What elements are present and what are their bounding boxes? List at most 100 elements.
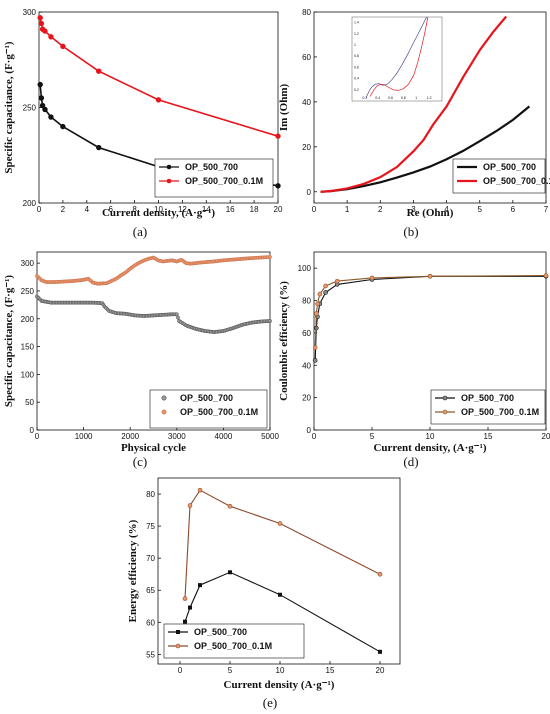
series-1 xyxy=(183,570,382,654)
data-point xyxy=(314,311,319,316)
data-point xyxy=(38,95,45,101)
inset-x-tick-label: 0.6 xyxy=(388,96,393,100)
series-line xyxy=(39,17,279,137)
y-tick-label: 65 xyxy=(146,586,155,595)
series-1 xyxy=(312,273,549,363)
data-point xyxy=(378,649,382,654)
x-axis-label: Current density (A·g⁻¹) xyxy=(224,679,335,691)
x-tick-label: 5 xyxy=(370,432,375,441)
data-point xyxy=(37,15,43,21)
inset-y-tick-label: 1 xyxy=(354,43,356,47)
x-tick-label: 6 xyxy=(511,205,516,214)
y-axis-label: Specific capacitance, (F·g⁻¹) xyxy=(3,41,15,174)
data-point xyxy=(323,283,328,289)
panel-label: (a) xyxy=(133,224,147,239)
series-line xyxy=(320,15,508,193)
y-tick-label: 75 xyxy=(146,522,155,531)
y-tick-label: 0 xyxy=(30,426,35,435)
y-tick-label: 100 xyxy=(21,370,35,379)
x-tick-label: 20 xyxy=(376,666,385,675)
data-point xyxy=(183,619,187,624)
x-tick-label: 20 xyxy=(274,205,283,214)
y-axis-label: Specific capacitance, (F·g⁻¹) xyxy=(3,275,15,408)
x-tick-label: 3 xyxy=(411,205,416,214)
data-point xyxy=(317,291,323,297)
x-tick-label: 12 xyxy=(178,205,187,214)
x-tick-label: 5 xyxy=(228,666,233,675)
data-point xyxy=(60,43,66,50)
legend-marker xyxy=(176,630,180,634)
data-point xyxy=(174,312,179,317)
inset-y-tick-label: 1.4 xyxy=(354,21,359,25)
series-line xyxy=(184,489,381,599)
plot-frame xyxy=(157,477,401,665)
data-point xyxy=(197,487,203,493)
inset-x-tick-label: 1.2 xyxy=(427,96,432,100)
inset-y-tick-label: 0.2 xyxy=(354,88,359,92)
x-tick-label: 4 xyxy=(444,205,449,214)
legend-marker xyxy=(442,395,448,401)
y-tick-label: 300 xyxy=(23,8,37,17)
y-tick-label: 80 xyxy=(302,8,311,17)
data-point xyxy=(312,358,318,363)
inset-y-tick-label: 1.2 xyxy=(354,32,359,36)
panel-label: (c) xyxy=(133,454,147,469)
series-2 xyxy=(182,487,383,601)
inset-x-tick-label: 0.4 xyxy=(375,96,380,100)
inset-series-line xyxy=(369,16,429,97)
data-point xyxy=(277,521,283,526)
panel-label: (d) xyxy=(403,454,418,469)
data-point xyxy=(39,102,46,109)
y-tick-label: 40 xyxy=(302,98,311,107)
x-tick-label: 1 xyxy=(345,205,350,214)
inset-x-tick-label: 0.8 xyxy=(401,96,406,100)
legend: OP_500_700 OP_500_700_0.1M xyxy=(452,158,550,194)
data-point xyxy=(60,123,66,130)
data-point xyxy=(278,592,282,597)
inset-x-tick-label: 0.2 xyxy=(362,96,367,100)
legend-marker xyxy=(161,409,167,415)
data-point xyxy=(38,20,45,27)
y-tick-label: 70 xyxy=(146,554,155,563)
x-tick-label: 4000 xyxy=(215,432,233,441)
x-tick-label: 3000 xyxy=(168,432,186,441)
inset-frame xyxy=(351,16,443,102)
y-tick-label: 0 xyxy=(307,426,312,435)
series-line xyxy=(314,275,546,361)
series-line xyxy=(314,274,547,348)
legend: OP_500_700 OP_500_700_0.1M xyxy=(430,389,546,425)
data-point xyxy=(315,301,320,307)
x-tick-label: 0 xyxy=(37,205,42,214)
x-tick-label: 2 xyxy=(61,205,66,214)
data-point xyxy=(182,596,188,601)
plot-frame xyxy=(313,11,547,204)
x-tick-label: 15 xyxy=(484,432,493,441)
y-tick-label: 20 xyxy=(302,394,311,403)
inset-y-tick-label: 0.6 xyxy=(354,65,359,69)
x-tick-label: 0 xyxy=(312,432,317,441)
y-axis-label: Im (Ohm) xyxy=(278,83,290,131)
x-tick-label: 2 xyxy=(378,205,383,214)
y-tick-label: 200 xyxy=(21,315,35,324)
data-point xyxy=(188,605,192,610)
x-tick-label: 16 xyxy=(226,205,235,214)
legend-label: OP_500_700 xyxy=(461,393,514,403)
y-tick-label: 80 xyxy=(302,297,311,306)
data-point xyxy=(427,273,433,279)
y-tick-label: 50 xyxy=(25,398,34,407)
legend-label: OP_500_700 xyxy=(194,627,247,637)
x-tick-label: 2000 xyxy=(121,432,139,441)
data-point xyxy=(37,81,43,88)
data-point xyxy=(334,278,340,284)
inset-y-tick-label: 0.8 xyxy=(354,54,359,58)
legend-frame xyxy=(154,158,274,198)
y-tick-label: 20 xyxy=(302,143,311,152)
y-tick-label: 55 xyxy=(146,650,155,659)
data-point xyxy=(176,315,180,320)
data-point xyxy=(198,583,202,588)
data-point xyxy=(377,571,383,577)
legend-label: OP_500_700_0.1M xyxy=(483,176,550,186)
chart-e: 0 5 10 15 20 55 60 65 70 75 80 Current density (A·g… xyxy=(127,477,401,710)
inset-series-line xyxy=(365,16,427,98)
